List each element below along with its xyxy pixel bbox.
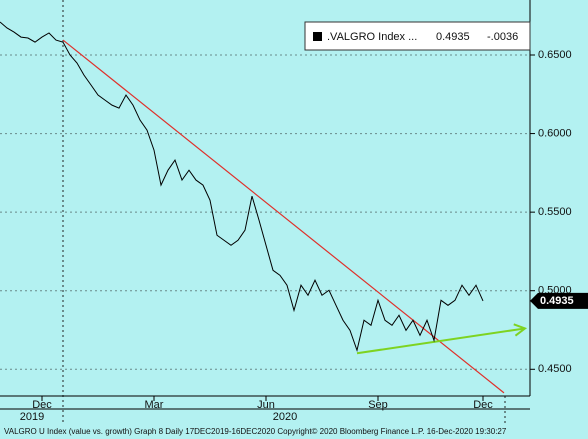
x-tick-label: Jun [257, 399, 275, 411]
y-tick-label: 0.6500 [538, 49, 572, 61]
x-tick-label: Mar [145, 399, 164, 411]
x-tick-label: Dec [32, 399, 52, 411]
x-tick-label: Sep [368, 399, 388, 411]
legend-swatch [313, 32, 322, 41]
line-series [0, 21, 484, 353]
last-value-label: 0.4935 [540, 295, 574, 307]
legend-value: 0.4935 [436, 31, 470, 43]
year-label: 2019 [20, 411, 44, 423]
last-value-tag [530, 292, 588, 309]
footer: VALGRO U Index (value vs. growth) Graph … [4, 427, 507, 436]
trend-arrowhead [513, 323, 528, 337]
trend-line [356, 327, 526, 355]
y-tick-label: 0.6000 [538, 127, 572, 139]
y-tick-label: 0.5500 [538, 206, 572, 218]
legend: .VALGRO Index ... 0.4935 -.0036 [304, 21, 531, 51]
year-label: 2020 [273, 411, 297, 423]
legend-box [304, 21, 531, 51]
y-tick-label: 0.4500 [538, 363, 572, 375]
legend-label: .VALGRO Index ... [327, 31, 417, 43]
trend-line [62, 39, 505, 394]
x-tick-label: Dec [473, 399, 493, 411]
legend-change: -.0036 [487, 31, 518, 43]
